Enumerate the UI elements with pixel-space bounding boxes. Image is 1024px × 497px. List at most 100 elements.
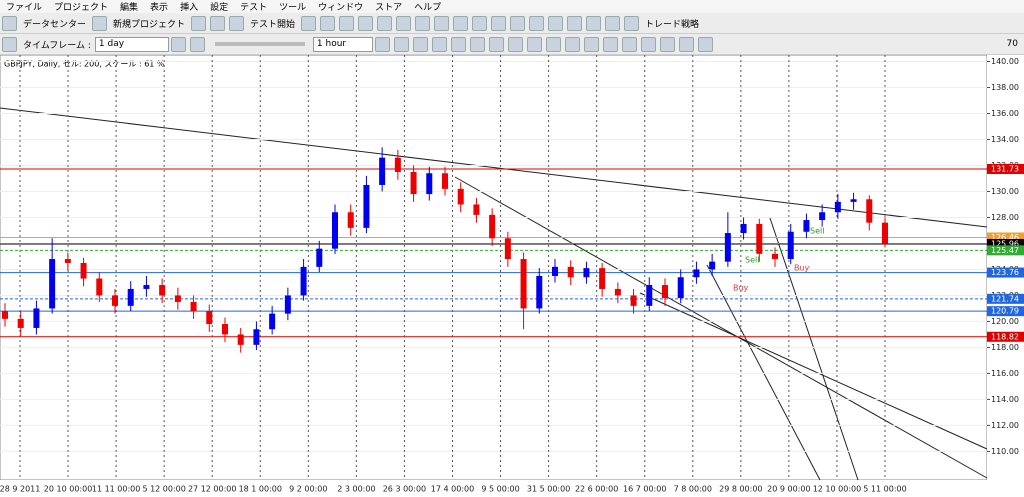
icon[interactable] [697,36,713,52]
icon[interactable] [491,15,507,31]
y-tick-label: 128.00 [991,213,1019,222]
icon[interactable] [621,36,637,52]
timeframe-label: タイムフレーム : [23,40,91,51]
menu-item[interactable]: ストア [375,3,403,13]
icon[interactable] [605,15,621,31]
plot-area [0,55,988,481]
candle-body [222,324,228,335]
icon[interactable] [586,15,602,31]
candle-body [143,285,150,289]
candle-body [646,285,653,306]
period-select[interactable]: 1 hour [312,36,373,52]
icon[interactable] [189,36,205,52]
level-label: 118.82 [991,332,1019,341]
level-box [987,245,1024,256]
y-tick-label: 112.00 [991,421,1019,430]
icon[interactable] [624,15,640,31]
level-label: 120.79 [991,307,1019,316]
menu-bar: ファイル プロジェクト 編集 表示 挿入 設定 テスト ツール ウィンドウ ストア ヘルプ [0,0,1024,13]
trend-line [454,176,988,479]
icon[interactable] [415,15,431,31]
menu-item[interactable]: ヘルプ [414,3,442,13]
icon[interactable] [412,36,428,52]
icon[interactable] [548,15,564,31]
candle-body [662,285,668,299]
icon[interactable] [320,15,336,31]
icon[interactable] [2,36,17,52]
icon[interactable] [339,15,355,31]
icon[interactable] [659,36,675,52]
candle-body [866,199,873,223]
icon[interactable] [431,36,447,52]
icon[interactable] [545,36,561,52]
icon[interactable] [510,15,526,31]
candle-body [677,277,684,299]
icon[interactable] [453,15,469,31]
candle-body [300,266,307,296]
strategy-button[interactable]: トレード戦略 [645,19,700,30]
icon[interactable] [393,36,409,52]
menu-item[interactable]: ファイル [6,3,43,13]
menu-item[interactable]: テスト [240,3,268,13]
icon[interactable] [301,15,317,31]
icon[interactable] [396,15,412,31]
candle-body [709,261,716,270]
candle-body [237,334,244,345]
level-box [987,163,1024,174]
candle-body [159,285,166,296]
candle-body [442,173,448,189]
candle-body [174,295,181,302]
icon[interactable] [567,15,583,31]
icon[interactable] [210,15,226,31]
toolbar-2: タイムフレーム : 1 day 1 hour 70 [0,34,1024,55]
icon[interactable] [377,15,393,31]
candle-body [473,204,480,215]
trend-line [706,264,821,481]
icon[interactable] [358,15,374,31]
icon[interactable] [526,36,542,52]
y-tick-label: 118.00 [991,343,1019,352]
icon[interactable] [434,15,450,31]
icon[interactable] [191,15,207,31]
icon[interactable] [374,36,390,52]
new-project-button[interactable]: 新規プロジェクト [113,19,186,30]
x-tick-label: 5 11 00:00 [863,485,906,494]
icon[interactable] [564,36,580,52]
icon[interactable] [472,15,488,31]
mail-count[interactable]: 70 [1006,39,1018,49]
menu-item[interactable]: プロジェクト [54,3,109,13]
icon[interactable] [602,36,618,52]
menu-item[interactable]: 表示 [150,3,169,13]
timeframe-select[interactable]: 1 day [94,36,169,52]
icon[interactable] [640,36,656,52]
menu-item[interactable]: 編集 [120,3,139,13]
slider[interactable] [214,42,305,46]
candle-body [834,201,841,213]
level-box [987,238,1024,249]
candle-body [693,269,700,278]
icon[interactable] [2,15,17,31]
icon[interactable] [507,36,523,52]
icon[interactable] [583,36,599,52]
sell-marker: Sell [745,256,759,265]
icon[interactable] [92,15,108,31]
menu-item[interactable]: 挿入 [180,3,199,13]
icon[interactable] [469,36,485,52]
icon[interactable] [229,15,245,31]
candle-body [96,278,103,296]
candle-body [567,266,574,278]
icon[interactable] [678,36,694,52]
icon[interactable] [488,36,504,52]
icon[interactable] [529,15,545,31]
icon[interactable] [450,36,466,52]
candle-body [536,275,543,309]
candle-body [756,223,763,254]
menu-item[interactable]: ウィンドウ [318,3,364,13]
icon[interactable] [170,36,186,52]
test-start-button[interactable]: テスト開始 [250,19,296,30]
trend-line [639,292,988,450]
menu-item[interactable]: ツール [279,3,307,13]
data-center-button[interactable]: データセンター [23,19,87,30]
candle-body [772,253,778,260]
menu-item[interactable]: 設定 [210,3,229,13]
